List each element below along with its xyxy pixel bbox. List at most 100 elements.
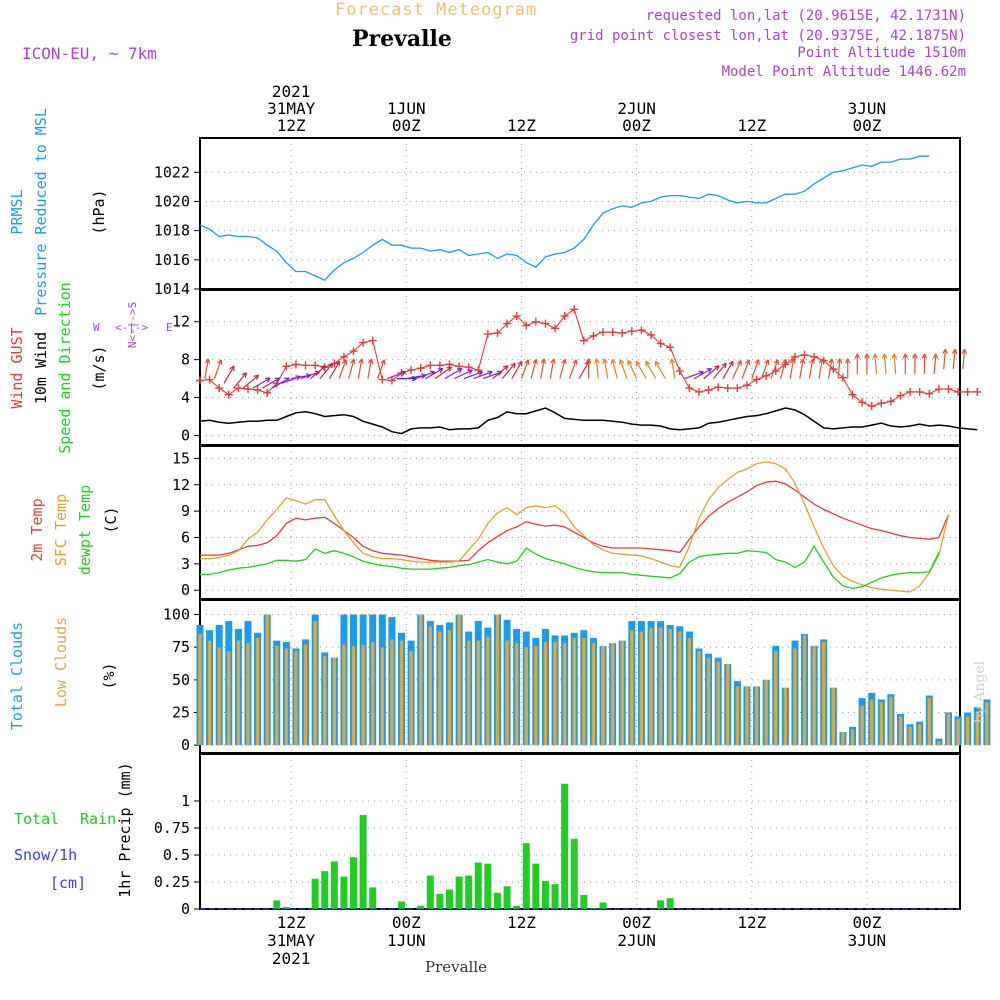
- wind-arrowhead: [764, 359, 770, 365]
- low-cloud-bar: [342, 644, 346, 746]
- wind-arrow: [799, 358, 804, 379]
- gust-marker: [407, 366, 416, 375]
- wind-arrow: [722, 360, 734, 379]
- rain-bar: [570, 838, 578, 909]
- rain-bar: [541, 880, 549, 909]
- wind-arrowhead: [828, 358, 835, 364]
- gust-marker: [877, 399, 886, 408]
- wind-arrow: [262, 377, 280, 389]
- wind-arrowhead: [872, 353, 878, 359]
- wind-arrow: [309, 365, 327, 380]
- wind-arrowhead: [714, 365, 720, 371]
- wind-arrowhead: [540, 358, 547, 364]
- gust-marker: [848, 390, 857, 399]
- ytick-label-wind: 8: [181, 351, 190, 369]
- wind-arrowhead: [799, 358, 806, 364]
- low-cloud-bar: [649, 627, 653, 746]
- ytick-label-temperature: 6: [181, 528, 190, 546]
- wind-arrow: [654, 360, 666, 379]
- panel-wind: [194, 289, 961, 446]
- wind-arrow: [386, 371, 407, 380]
- rain-bar: [532, 863, 540, 909]
- low-cloud-bar: [371, 641, 375, 746]
- gust-marker: [416, 364, 425, 373]
- wind-arrow: [454, 369, 473, 380]
- rain-bar: [417, 905, 425, 909]
- low-cloud-bar: [265, 614, 269, 746]
- rain-bar: [551, 884, 559, 909]
- rain-bar: [589, 907, 597, 909]
- wind-arrow: [732, 360, 742, 379]
- wind-arrow: [943, 349, 947, 370]
- ytick-label-temperature: 12: [172, 476, 190, 494]
- low-cloud-bar: [601, 645, 605, 746]
- wind-arrowhead: [961, 348, 968, 355]
- wind-arrow: [837, 358, 841, 379]
- wind-arrowhead: [550, 358, 556, 364]
- low-cloud-bar: [572, 638, 576, 746]
- gust-marker: [541, 319, 550, 328]
- wind-arrowhead: [836, 358, 843, 364]
- wind-arrowhead: [610, 358, 617, 365]
- wind-arrowhead: [942, 348, 948, 355]
- wind-arrowhead: [341, 359, 348, 365]
- wind-arrow: [329, 360, 341, 379]
- low-cloud-bar: [524, 647, 528, 746]
- gust-marker: [224, 390, 233, 399]
- x-bottom-label: 1JUN: [387, 931, 426, 950]
- temp-sfc-axis-label: SFC Temp: [52, 494, 70, 566]
- wind-arrowhead: [818, 358, 825, 364]
- wind-arrowhead: [618, 359, 625, 365]
- wind-arrow: [635, 360, 647, 379]
- gust-marker: [551, 324, 560, 333]
- rain-bar: [513, 905, 521, 909]
- x-top-label: 2021: [272, 82, 311, 101]
- low-cloud-bar: [831, 687, 836, 746]
- gust-marker: [215, 384, 224, 393]
- panel-temperature-background: [200, 446, 960, 599]
- wind-arrowhead: [773, 359, 780, 365]
- x-bottom-label: 2JUN: [617, 931, 656, 950]
- wind-arrow: [684, 371, 704, 380]
- compass-ns-label: N<-|->S: [126, 302, 139, 348]
- wind-arrowhead: [728, 360, 734, 367]
- low-cloud-bar: [207, 640, 212, 746]
- wind-arrow: [627, 360, 638, 379]
- gust-marker: [282, 362, 291, 371]
- rain-bar: [273, 900, 281, 909]
- x-top-label: 00Z: [392, 116, 421, 135]
- wind-axis-unit: (m/s): [90, 345, 108, 390]
- wind-arrow: [703, 365, 720, 380]
- panel-wind-background: [200, 290, 960, 445]
- wind-arrow: [338, 359, 347, 379]
- gust-marker: [906, 387, 915, 396]
- gust-marker: [522, 321, 531, 330]
- wind-arrow: [252, 377, 271, 389]
- low-cloud-bar: [313, 621, 317, 746]
- low-cloud-bar: [227, 651, 231, 746]
- wind-arrow: [425, 368, 444, 380]
- ytick-label-wind: 12: [172, 313, 190, 331]
- gust-marker: [934, 385, 943, 394]
- gust-marker: [762, 371, 771, 380]
- x-bottom-label: 3JUN: [848, 931, 887, 950]
- low-cloud-bar: [428, 626, 433, 746]
- ytick-label-clouds: 75: [172, 638, 190, 656]
- rain-bar: [657, 900, 665, 909]
- ytick-label-precipitation: 0.25: [154, 873, 190, 891]
- low-cloud-bar: [687, 638, 692, 746]
- rain-bar: [493, 892, 501, 909]
- gust-marker: [723, 384, 732, 393]
- ytick-label-pressure: 1020: [154, 192, 190, 210]
- gust-marker: [589, 331, 598, 340]
- gust-marker: [196, 376, 204, 385]
- gust-marker: [378, 375, 387, 384]
- gust-marker: [886, 397, 895, 406]
- low-cloud-bar: [754, 686, 759, 746]
- wind-arrowhead: [706, 368, 713, 374]
- wind-arrow: [808, 358, 814, 379]
- low-cloud-bar: [965, 716, 970, 746]
- low-cloud-bar: [870, 699, 874, 746]
- ytick-label-wind: 4: [181, 389, 190, 407]
- wind-arrowhead: [487, 370, 493, 376]
